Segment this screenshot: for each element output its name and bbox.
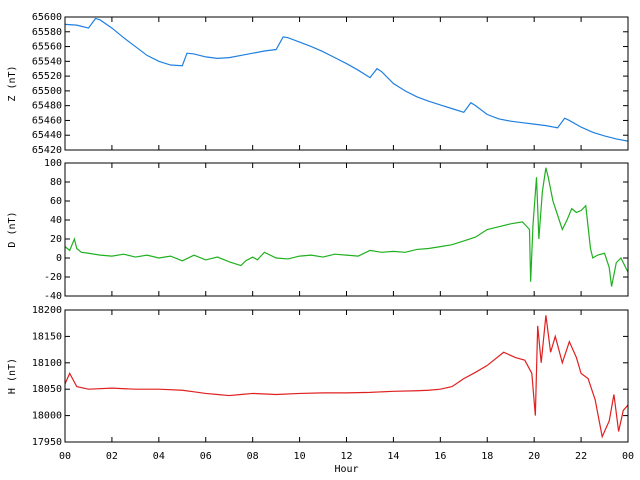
y-tick-label: 18000 xyxy=(32,411,62,422)
y-axis-label: D (nT) xyxy=(7,211,18,247)
data-line xyxy=(64,167,629,287)
y-tick-label: -20 xyxy=(44,272,62,283)
y-tick-label: 65540 xyxy=(32,56,62,67)
x-tick-label: 12 xyxy=(340,451,352,462)
y-tick-label: 65500 xyxy=(32,86,62,97)
x-tick-label: 22 xyxy=(575,451,587,462)
y-tick-label: 65480 xyxy=(32,101,62,112)
data-line xyxy=(64,17,629,142)
y-tick-label: 65440 xyxy=(32,130,62,141)
y-tick-label: 65520 xyxy=(32,71,62,82)
plot-frame xyxy=(64,309,629,443)
x-axis-label: Hour xyxy=(334,464,358,475)
x-tick-label: 00 xyxy=(59,451,71,462)
x-tick-label: 16 xyxy=(434,451,446,462)
y-tick-label: 65460 xyxy=(32,115,62,126)
x-tick-label: 06 xyxy=(200,451,212,462)
x-tick-label: 02 xyxy=(106,451,118,462)
y-axis-label: Z (nT) xyxy=(7,65,18,101)
x-tick-label: 10 xyxy=(294,451,306,462)
y-tick-label: 20 xyxy=(50,234,62,245)
data-line xyxy=(64,315,629,439)
y-tick-label: 65560 xyxy=(32,42,62,53)
x-tick-label: 20 xyxy=(528,451,540,462)
x-tick-label: 14 xyxy=(387,451,399,462)
y-tick-label: 17950 xyxy=(32,437,62,448)
y-tick-label: 18200 xyxy=(32,305,62,316)
plot-frame xyxy=(64,16,629,151)
y-tick-label: 0 xyxy=(56,253,62,264)
x-tick-label: 00 xyxy=(622,451,634,462)
y-tick-label: 60 xyxy=(50,196,62,207)
y-tick-label: 65420 xyxy=(32,145,62,156)
x-tick-label: 04 xyxy=(153,451,165,462)
y-axis-label: H (nT) xyxy=(7,358,18,394)
y-tick-label: 100 xyxy=(44,158,62,169)
y-tick-label: -40 xyxy=(44,291,62,302)
y-tick-label: 65600 xyxy=(32,12,62,23)
y-tick-label: 40 xyxy=(50,215,62,226)
y-tick-label: 18150 xyxy=(32,331,62,342)
y-tick-label: 65580 xyxy=(32,27,62,38)
x-tick-label: 08 xyxy=(247,451,259,462)
x-tick-label: 18 xyxy=(481,451,493,462)
y-tick-label: 18100 xyxy=(32,358,62,369)
y-tick-label: 80 xyxy=(50,177,62,188)
y-tick-label: 18050 xyxy=(32,384,62,395)
